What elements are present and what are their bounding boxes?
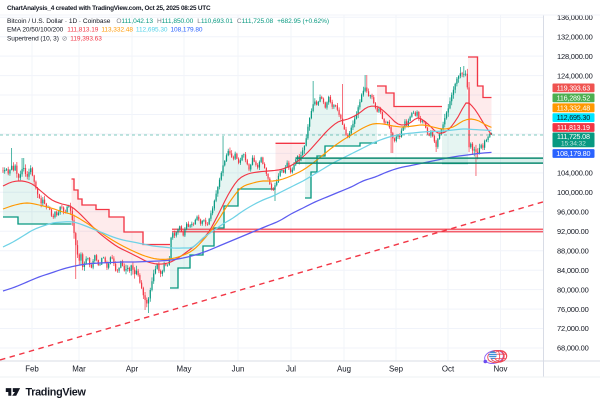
svg-text:124,000.00: 124,000.00 xyxy=(557,71,593,80)
svg-text:84,000.00: 84,000.00 xyxy=(557,266,589,275)
svg-text:Apr: Apr xyxy=(126,364,139,373)
svg-text:Sep: Sep xyxy=(389,364,404,373)
svg-text:108,179.80: 108,179.80 xyxy=(556,149,590,158)
svg-text:Supertrend (10, 3)⊘119,393.63: Supertrend (10, 3)⊘119,393.63 xyxy=(7,36,102,43)
svg-text:80,000.00: 80,000.00 xyxy=(557,285,589,294)
svg-text:100,000.00: 100,000.00 xyxy=(557,188,593,197)
svg-text:116,289.52: 116,289.52 xyxy=(557,94,591,103)
svg-text:96,000.00: 96,000.00 xyxy=(557,208,589,217)
svg-text:113,332.48: 113,332.48 xyxy=(557,103,591,112)
svg-text:Oct: Oct xyxy=(442,364,455,373)
svg-text:112,695.30: 112,695.30 xyxy=(557,113,591,122)
svg-text:72,000.00: 72,000.00 xyxy=(557,324,589,333)
svg-text:119,393.63: 119,393.63 xyxy=(557,84,591,93)
svg-text:68,000.00: 68,000.00 xyxy=(557,344,589,353)
svg-text:104,000.00: 104,000.00 xyxy=(557,169,593,178)
svg-text:92,000.00: 92,000.00 xyxy=(557,227,589,236)
svg-text:88,000.00: 88,000.00 xyxy=(557,246,589,255)
svg-text:TradingView: TradingView xyxy=(26,387,87,399)
svg-text:Bitcoin / U.S. Dollar · 1D · C: Bitcoin / U.S. Dollar · 1D · CoinbaseO11… xyxy=(7,18,329,25)
svg-text:132,000.00: 132,000.00 xyxy=(557,32,593,41)
svg-text:111,813.19: 111,813.19 xyxy=(557,123,590,132)
svg-text:Jul: Jul xyxy=(286,364,296,373)
svg-text:Nov: Nov xyxy=(493,364,507,373)
svg-text:136,000.00: 136,000.00 xyxy=(557,13,593,22)
svg-text:15:34:32: 15:34:32 xyxy=(561,141,586,148)
svg-text:Jun: Jun xyxy=(232,364,245,373)
svg-text:128,000.00: 128,000.00 xyxy=(557,52,593,61)
svg-text:May: May xyxy=(177,364,192,373)
svg-text:Feb: Feb xyxy=(25,364,39,373)
svg-text:Aug: Aug xyxy=(337,364,351,373)
svg-text:ChartAnalysis_4 created with T: ChartAnalysis_4 created with TradingView… xyxy=(7,5,211,12)
svg-text:Mar: Mar xyxy=(72,364,86,373)
svg-text:76,000.00: 76,000.00 xyxy=(557,305,589,314)
